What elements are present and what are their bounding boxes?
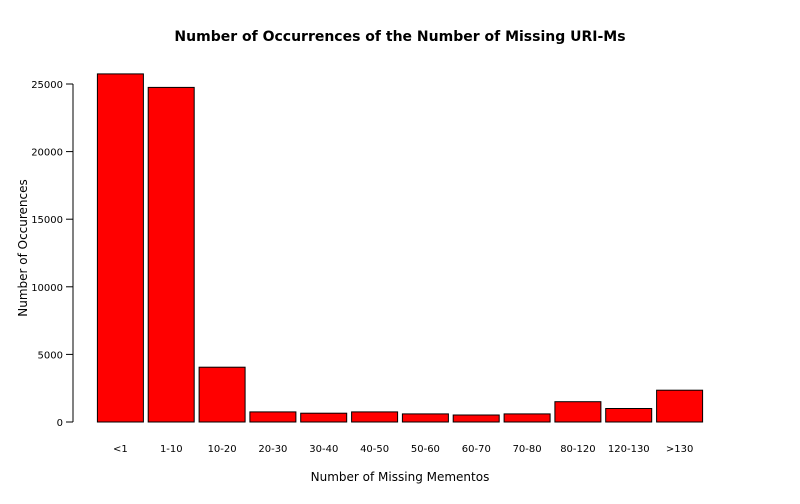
x-tick-label: >130 bbox=[666, 444, 693, 455]
chart-title: Number of Occurrences of the Number of M… bbox=[174, 29, 625, 45]
y-tick-label: 20000 bbox=[31, 148, 63, 159]
bar bbox=[605, 408, 653, 423]
x-tick-label: 40-50 bbox=[360, 444, 389, 455]
x-tick-label: 70-80 bbox=[513, 444, 542, 455]
x-tick-label: 1-10 bbox=[160, 444, 183, 455]
bar bbox=[147, 86, 195, 423]
bar bbox=[401, 413, 449, 423]
bar bbox=[452, 414, 500, 423]
bar bbox=[249, 411, 297, 423]
x-tick-label: <1 bbox=[113, 444, 128, 455]
x-tick-label: 120-130 bbox=[608, 444, 650, 455]
x-tick-labels: <1 1-10 10-20 20-30 30-40 40-50 50-60 60-70 70-8… bbox=[113, 444, 693, 455]
x-tick-label: 10-20 bbox=[208, 444, 237, 455]
x-tick-label: 80-120 bbox=[560, 444, 595, 455]
bar bbox=[503, 413, 551, 423]
bar bbox=[198, 366, 246, 423]
bar bbox=[300, 412, 348, 423]
bar bbox=[554, 401, 602, 423]
x-tick-label: 20-30 bbox=[258, 444, 287, 455]
y-tick-label: 10000 bbox=[31, 283, 63, 294]
x-axis-label: Number of Missing Mementos bbox=[311, 470, 490, 484]
bar bbox=[351, 411, 399, 423]
x-tick-label: 60-70 bbox=[462, 444, 491, 455]
y-tick-label: 15000 bbox=[31, 215, 63, 226]
x-tick-label: 50-60 bbox=[411, 444, 440, 455]
y-tick-label: 0 bbox=[57, 418, 63, 429]
bar bbox=[656, 389, 704, 423]
y-axis: 0 5000 10000 15000 20000 25000 bbox=[31, 80, 74, 429]
y-axis-label: Number of Occurences bbox=[16, 179, 30, 317]
y-tick-label: 25000 bbox=[31, 80, 63, 91]
bars-group bbox=[96, 73, 704, 423]
y-tick-label: 5000 bbox=[38, 350, 63, 361]
x-tick-label: 30-40 bbox=[309, 444, 338, 455]
bar bbox=[96, 73, 144, 423]
